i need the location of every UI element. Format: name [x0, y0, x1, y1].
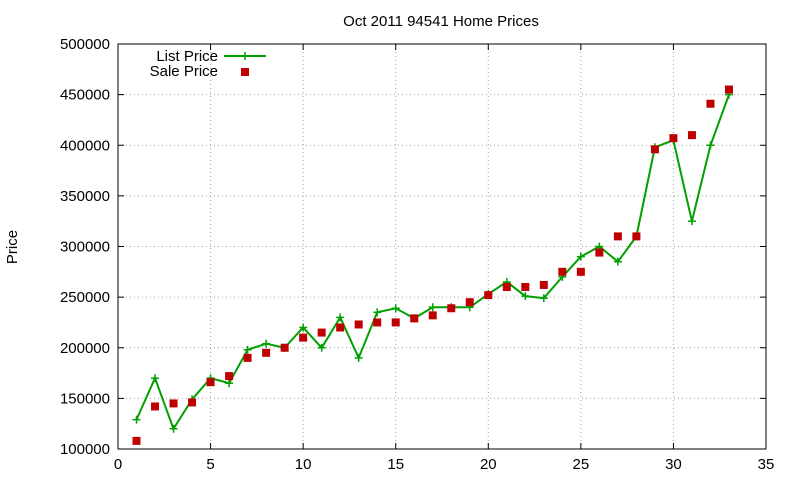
sale-price-point — [521, 283, 530, 291]
sale-price-point — [169, 399, 178, 408]
sale-price-point — [465, 298, 474, 307]
sale-price-point — [687, 131, 696, 140]
list-price-point — [132, 415, 141, 424]
list-price-point — [521, 292, 530, 301]
x-tick-label: 25 — [573, 456, 590, 473]
grid — [118, 44, 766, 449]
sale-price-point — [151, 402, 160, 411]
list-price-point — [262, 339, 271, 348]
y-tick-label: 300000 — [60, 239, 110, 256]
sale-price-point — [188, 398, 197, 407]
axis-ticks: 100000 150000 200000 250000 300000 350000 4000… — [60, 36, 774, 473]
sale-price-point — [595, 248, 604, 257]
y-tick-label: 250000 — [60, 289, 110, 306]
sale-price-point — [669, 134, 678, 143]
sale-price-point — [262, 348, 271, 357]
sale-price-point — [317, 328, 326, 337]
y-axis-label: Price — [4, 230, 21, 264]
sale-price-point — [447, 304, 456, 313]
list-price-point — [225, 379, 234, 388]
sale-price-point — [410, 314, 419, 323]
list-price-point — [428, 303, 437, 312]
x-tick-label: 30 — [665, 456, 682, 473]
list-price-point — [169, 424, 178, 433]
sale-price-point — [132, 436, 141, 445]
sale-price-point — [613, 232, 622, 241]
sale-price-point — [206, 378, 215, 387]
x-tick-label: 0 — [114, 456, 122, 473]
list-price-point — [613, 257, 622, 266]
y-tick-label: 500000 — [60, 36, 110, 53]
legend-label-sale-price: Sale Price — [150, 63, 218, 80]
y-tick-label: 150000 — [60, 390, 110, 407]
x-tick-label: 35 — [758, 456, 775, 473]
x-tick-label: 10 — [295, 456, 312, 473]
sale-price-point — [724, 85, 733, 94]
sale-price-point — [650, 145, 659, 154]
y-tick-label: 400000 — [60, 137, 110, 154]
x-tick-label: 5 — [206, 456, 214, 473]
legend-label-list-price: List Price — [156, 48, 218, 65]
y-tick-label: 200000 — [60, 340, 110, 357]
sale-price-point — [373, 318, 382, 327]
sale-price-point — [558, 267, 567, 276]
list-price-point — [706, 141, 715, 150]
y-tick-label: 350000 — [60, 188, 110, 205]
sale-price-point — [225, 372, 234, 381]
list-price-point — [243, 345, 252, 354]
list-price-point — [151, 374, 160, 383]
sale-price-point — [354, 320, 363, 329]
list-price-point — [539, 294, 548, 303]
sale-price-point — [484, 291, 493, 300]
list-price-point — [576, 252, 585, 261]
sale-price-point — [632, 232, 641, 241]
list-price-point — [299, 323, 308, 332]
sale-price-point — [502, 283, 511, 291]
list-price-point — [687, 217, 696, 226]
sale-price-point — [336, 323, 345, 332]
x-tick-label: 20 — [480, 456, 497, 473]
list-price-point — [354, 353, 363, 362]
series — [132, 85, 733, 445]
y-tick-label: 100000 — [60, 441, 110, 458]
sale-price-point — [539, 280, 548, 289]
sale-price-point — [391, 318, 400, 327]
list-price-point — [391, 304, 400, 313]
legend-marker-list-price — [241, 52, 249, 60]
list-price-point — [317, 343, 326, 352]
sale-price-point — [280, 343, 289, 352]
x-tick-label: 15 — [387, 456, 404, 473]
y-tick-label: 450000 — [60, 87, 110, 104]
list-price-point — [336, 313, 345, 322]
legend-swatch-sale-price — [241, 68, 249, 76]
sale-price-point — [428, 311, 437, 320]
chart-title: Oct 2011 94541 Home Prices — [343, 13, 539, 30]
legend: List Price Sale Price — [150, 48, 266, 80]
list-price-point — [373, 308, 382, 317]
sale-price-point — [243, 353, 252, 362]
sale-price-point — [576, 267, 585, 276]
sale-price-point — [299, 333, 308, 342]
sale-price-point — [706, 99, 715, 108]
